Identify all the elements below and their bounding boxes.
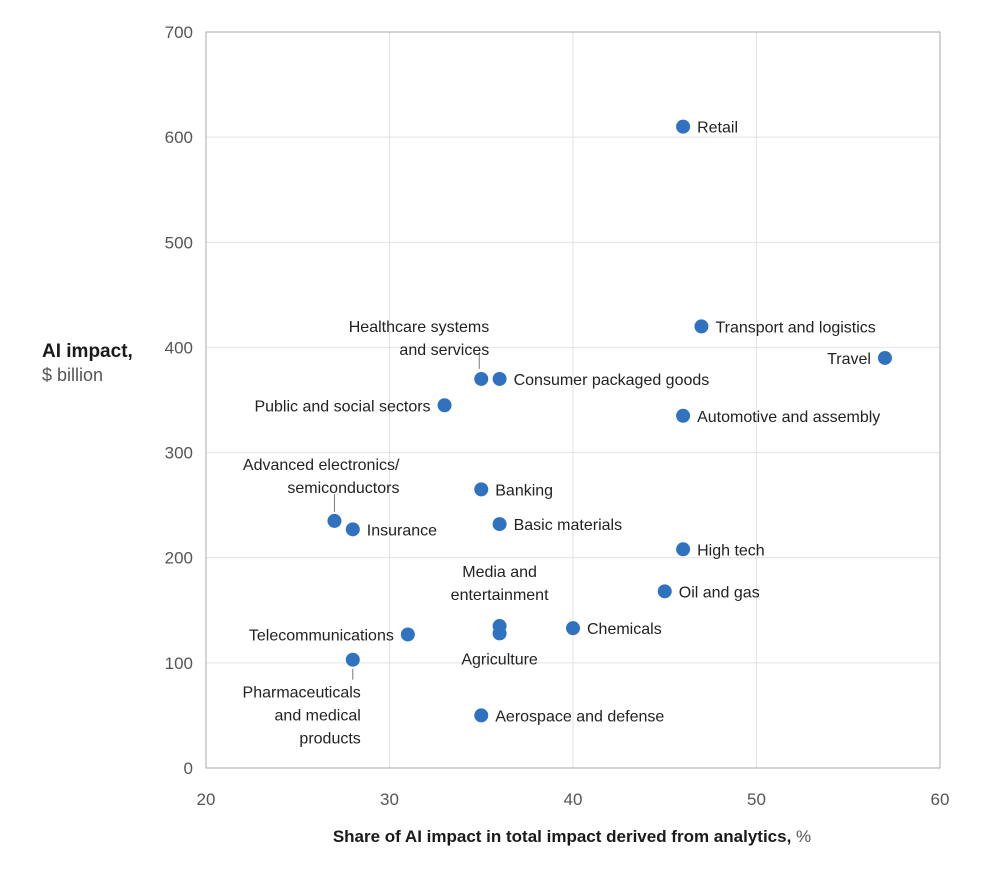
- point-label: High tech: [697, 542, 765, 559]
- y-axis-label: AI impact,: [42, 341, 133, 362]
- data-point: [694, 319, 709, 334]
- data-point: [676, 119, 691, 134]
- point-label: entertainment: [451, 587, 549, 604]
- data-point: [474, 482, 489, 497]
- y-tick-label: 200: [165, 549, 193, 568]
- data-point: [676, 408, 691, 423]
- data-point: [400, 627, 415, 642]
- data-point: [492, 371, 507, 386]
- point-label: Aerospace and defense: [495, 708, 664, 725]
- x-axis-title: Share of AI impact in total impact deriv…: [333, 827, 811, 846]
- y-axis-ticks: 0 100 200 300 400 500 600 700: [165, 23, 193, 778]
- point-label: Healthcare systems: [349, 319, 490, 336]
- x-axis-label: Share of AI impact in total impact deriv…: [333, 827, 792, 846]
- label-leader-lines: [333, 351, 480, 680]
- point-label: Automotive and assembly: [697, 409, 880, 426]
- x-axis-ticks: 20 30 40 50 60: [197, 790, 950, 809]
- data-point: [566, 621, 580, 636]
- point-label: Basic materials: [514, 517, 622, 534]
- data-point: [327, 513, 342, 528]
- x-tick-label: 30: [380, 790, 399, 809]
- point-label: Transport and logistics: [715, 319, 875, 336]
- y-tick-label: 500: [165, 233, 193, 252]
- y-axis-unit: $ billion: [42, 365, 103, 385]
- point-label: Advanced electronics/: [243, 457, 400, 474]
- y-tick-label: 0: [184, 759, 193, 778]
- x-tick-label: 60: [931, 790, 950, 809]
- point-label: Travel: [827, 351, 871, 368]
- data-point: [345, 652, 360, 667]
- y-tick-label: 100: [165, 654, 193, 673]
- point-label: Telecommunications: [249, 627, 394, 644]
- x-tick-label: 50: [747, 790, 766, 809]
- data-point: [345, 522, 360, 537]
- point-label: Consumer packaged goods: [514, 372, 710, 389]
- y-tick-label: 600: [165, 128, 193, 147]
- y-tick-label: 700: [165, 23, 193, 42]
- data-point: [474, 708, 489, 723]
- point-label: semiconductors: [287, 480, 399, 497]
- data-point: [877, 350, 892, 365]
- point-label: Retail: [697, 120, 738, 137]
- y-tick-label: 300: [165, 444, 193, 463]
- point-label: Oil and gas: [679, 584, 760, 601]
- y-axis-title: AI impact, $ billion: [42, 341, 133, 385]
- data-point: [492, 517, 507, 532]
- data-points: [327, 119, 892, 723]
- point-label: Insurance: [367, 522, 437, 539]
- point-label: Chemicals: [587, 621, 662, 638]
- point-label: and medical: [275, 708, 361, 725]
- data-point: [437, 398, 452, 413]
- point-labels: Retail Transport and logistics Travel Healt…: [243, 120, 881, 748]
- point-label: and services: [399, 342, 489, 359]
- x-axis-unit: %: [796, 827, 811, 846]
- data-point: [676, 542, 691, 557]
- data-point: [474, 371, 489, 386]
- point-label: Media and: [462, 564, 537, 581]
- point-label: Agriculture: [461, 651, 538, 668]
- data-point: [492, 626, 507, 641]
- plot-frame: [205, 31, 941, 769]
- y-tick-label: 400: [165, 338, 193, 357]
- x-tick-label: 40: [564, 790, 583, 809]
- point-label: Banking: [495, 482, 553, 499]
- point-label: Pharmaceuticals: [243, 685, 361, 702]
- point-label: products: [299, 731, 360, 748]
- point-label: Public and social sectors: [254, 398, 430, 415]
- x-tick-label: 20: [197, 790, 216, 809]
- data-point: [657, 584, 672, 599]
